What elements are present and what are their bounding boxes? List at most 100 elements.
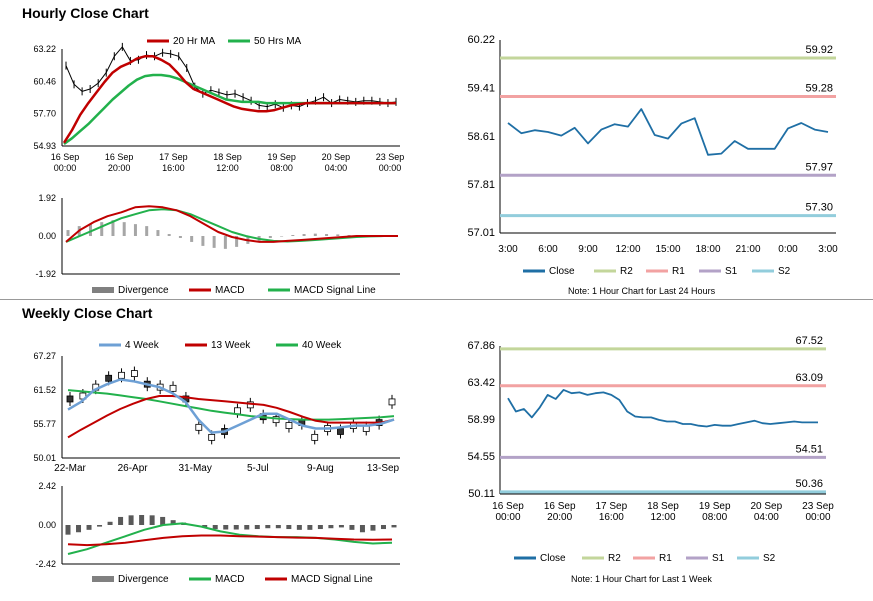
weekly-divergence-bar [275,525,281,529]
weekly-pivot-xtick-2-a: 17 Sep [595,501,627,512]
hourly-legend-macd-label: MACD [215,285,244,296]
weekly-divergence-bar [118,516,124,525]
hourly-divergence-bar [212,236,216,248]
weekly-divergence-bar [338,525,344,528]
hourly-ma-xtick-3-b: 12:00 [216,163,239,173]
weekly-pivot-xtick-5-b: 04:00 [754,512,779,523]
weekly-divergence-bar [391,525,397,528]
weekly-divergence-bar [170,520,176,525]
weekly-candle-body [105,374,113,382]
weekly-divergence-bar [65,525,71,535]
weekly-ma-xtick-4: 9-Aug [307,463,334,474]
hourly-pivot-ytick-3: 57.81 [467,179,495,191]
weekly-candle-body [337,428,344,435]
weekly-signal-line [67,534,393,547]
hourly-pivot-ytick-4: 57.01 [467,227,495,239]
hourly-ma-xtick-5-a: 20 Sep [322,152,351,162]
hourly-divergence-bar [302,234,306,236]
weekly-pivot-level-label-s1: 54.51 [795,443,823,455]
weekly-ma-ytick-3: 50.01 [33,453,56,463]
weekly-ma-ytick-2: 55.77 [33,419,56,429]
weekly-pivot-level-label-s2: 50.36 [795,478,823,490]
weekly-candle-body [130,370,138,377]
hourly-pivot-xtick-7: 0:00 [778,244,798,255]
hourly-pivot-xtick-3: 12:00 [615,244,640,255]
weekly-candle-body [118,371,125,379]
hourly-pivot-xtick-0: 3:00 [498,244,518,255]
weekly-4wk-line [67,378,395,434]
hourly-divergence-bar [111,220,115,236]
hourly-pivot-ytick-0: 60.22 [467,34,495,46]
hourly-50ma-line [63,73,396,146]
hourly-pivot-close-line [507,108,829,156]
hourly-macd-line [65,205,398,243]
hourly-pivot-xtick-1: 6:00 [538,244,558,255]
weekly-legend-4wk-label: 4 Week [125,340,160,351]
weekly-divergence-bar [76,525,82,533]
weekly-divergence-bar [202,525,208,528]
weekly-pivot-legend-r1-label: R1 [659,553,672,564]
weekly-divergence-bar [359,525,365,533]
weekly-pivot-legend-s2-label: S2 [763,553,776,564]
weekly-candle-body [272,416,280,424]
weekly-title: Weekly Close Chart [22,305,153,321]
weekly-ma-xtick-1: 26-Apr [118,463,149,474]
weekly-pivot-xtick-0-b: 00:00 [495,512,520,523]
weekly-macd-line [67,522,393,555]
weekly-divergence-bar [370,525,376,531]
hourly-ma-ytick-3: 54.93 [33,141,56,151]
weekly-divergence-bar [286,525,292,530]
hourly-divergence-bar [235,236,239,247]
weekly-divergence-bar [212,525,218,530]
hourly-legend-divergence-label: Divergence [118,285,169,296]
hourly-divergence-bar [268,236,272,238]
hourly-ma-xtick-1-b: 20:00 [108,163,131,173]
weekly-divergence-bar [128,515,134,525]
weekly-pivot-xtick-0-a: 16 Sep [492,501,524,512]
weekly-divergence-bar [317,525,323,530]
weekly-pivot-xtick-1-b: 20:00 [547,512,572,523]
weekly-divergence-bar [244,525,250,530]
weekly-legend-40wk-label: 40 Week [302,340,342,351]
weekly-ma-xtick-2: 31-May [179,463,212,474]
hourly-pivot-legend-s1-label: S1 [725,266,738,277]
hourly-ma-xtick-6-a: 23 Sep [376,152,405,162]
hourly-pivot-xtick-4: 15:00 [655,244,680,255]
hourly-divergence-bar [122,222,126,236]
weekly-macd-ytick-1: 0.00 [38,520,56,530]
hourly-divergence-bar [100,222,104,236]
hourly-divergence-bar [167,234,171,236]
hourly-20ma-line [62,55,396,144]
weekly-macd-ytick-2: -2.42 [35,559,56,569]
hourly-legend-50ma-label: 50 Hrs MA [254,36,302,47]
hourly-divergence-bar [66,230,70,236]
weekly-pivot-ytick-0: 67.86 [467,340,495,352]
hourly-divergence-bar [313,233,317,236]
weekly-pivot-ytick-2: 58.99 [467,414,495,426]
weekly-pivot-xtick-3-b: 12:00 [650,512,675,523]
hourly-pivot-xtick-8: 3:00 [818,244,838,255]
weekly-legend-macd-label: MACD [215,574,244,585]
weekly-pivot-close-line [507,388,818,428]
hourly-pivot-level-label-s2: 57.30 [805,202,833,214]
hourly-title: Hourly Close Chart [22,5,149,21]
weekly-candle-body [169,384,177,392]
weekly-pivot-xtick-4-a: 19 Sep [699,501,731,512]
hourly-ma-xtick-0-b: 00:00 [54,163,77,173]
hourly-legend-divergence-swatch [92,287,114,293]
weekly-legend-divergence-label: Divergence [118,574,169,585]
hourly-pivot-note: Note: 1 Hour Chart for Last 24 Hours [568,286,716,296]
weekly-divergence-bar [307,525,313,530]
weekly-pivot-level-label-r1: 63.09 [795,372,823,384]
hourly-price-line [65,46,397,109]
weekly-legend-signal-label: MACD Signal Line [291,574,373,585]
weekly-divergence-bar [107,521,113,525]
weekly-ma-ytick-1: 61.52 [33,385,56,395]
weekly-pivot-ytick-1: 63.42 [467,377,495,389]
weekly-candle-body [285,422,293,429]
hourly-ma-xtick-1-a: 16 Sep [105,152,134,162]
weekly-pivot-xtick-6-a: 23 Sep [802,501,834,512]
hourly-ma-ytick-2: 57.70 [33,109,56,119]
weekly-divergence-bar [149,515,155,525]
